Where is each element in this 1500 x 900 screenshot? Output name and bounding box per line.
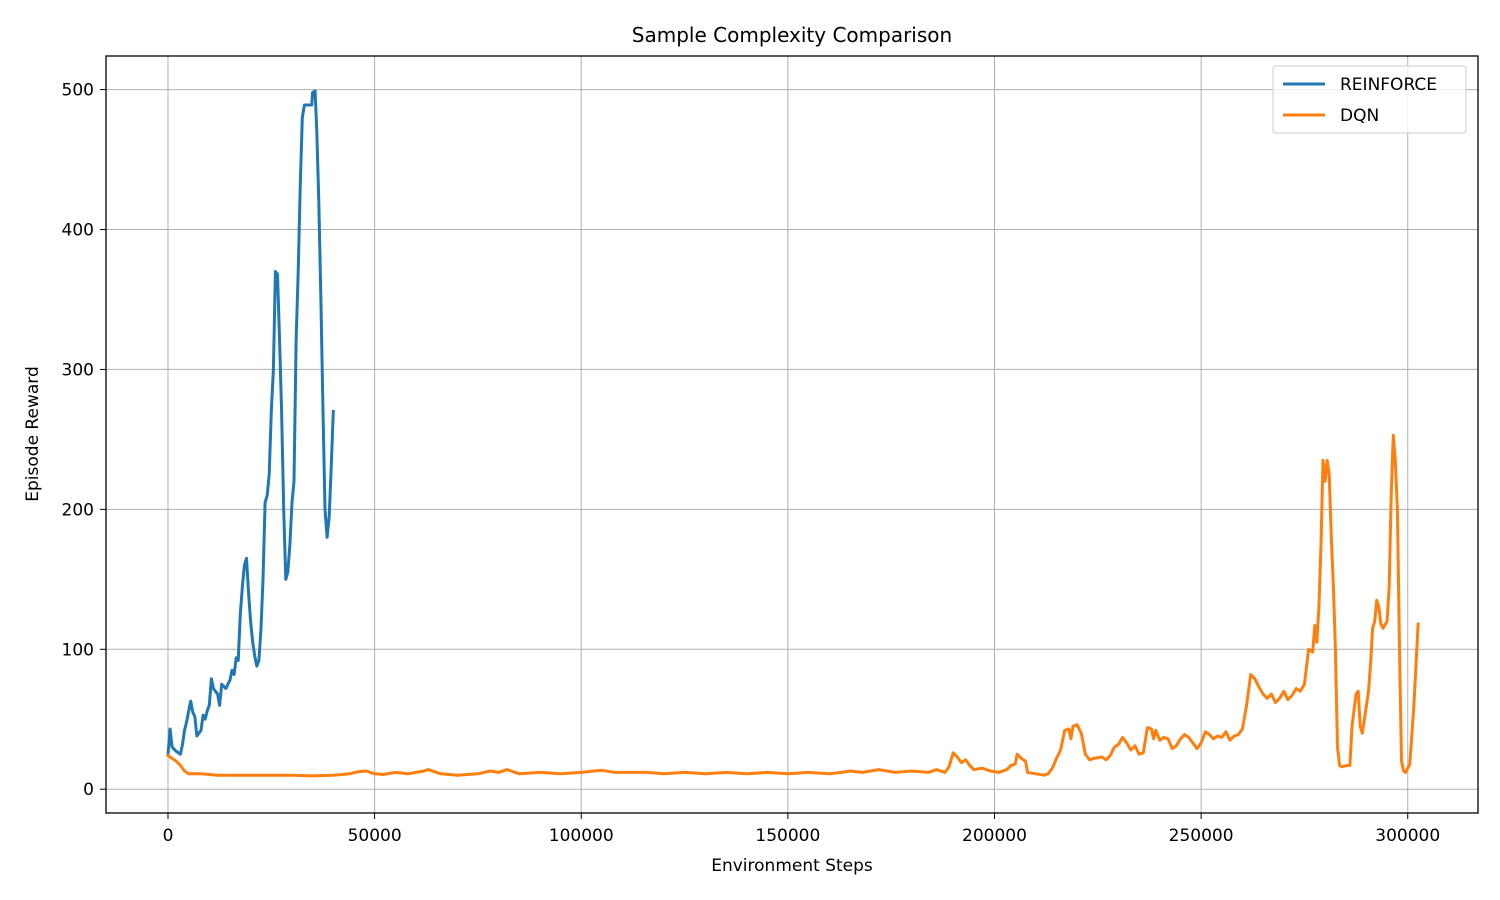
ticks: 0 50000 100000 150000 200000 250000 300000 0 100… xyxy=(62,81,1441,846)
legend: REINFORCE DQN xyxy=(1272,65,1467,134)
y-tick-label: 200 xyxy=(62,500,94,520)
x-tick-label: 0 xyxy=(163,826,174,846)
legend-label-reinforce: REINFORCE xyxy=(1340,75,1437,95)
x-tick-label: 250000 xyxy=(1169,826,1234,846)
series-layer xyxy=(165,89,1420,778)
x-axis-label: Environment Steps xyxy=(711,856,873,876)
series-line-dqn xyxy=(165,433,1420,778)
plot-frame xyxy=(105,55,1479,814)
x-tick-label: 50000 xyxy=(348,826,402,846)
legend-label-dqn: DQN xyxy=(1340,106,1379,126)
x-tick-label: 150000 xyxy=(755,826,820,846)
y-tick-label: 0 xyxy=(83,780,94,800)
y-tick-label: 500 xyxy=(62,81,94,101)
y-tick-label: 400 xyxy=(62,221,94,241)
grid xyxy=(106,56,1478,813)
x-tick-label: 100000 xyxy=(549,826,614,846)
chart-title: Sample Complexity Comparison xyxy=(632,23,952,47)
x-tick-label: 300000 xyxy=(1375,826,1440,846)
y-tick-label: 100 xyxy=(62,640,94,660)
y-tick-label: 300 xyxy=(62,360,94,380)
series-line-reinforce xyxy=(166,89,335,756)
y-axis-label: Episode Reward xyxy=(23,366,43,501)
x-tick-label: 200000 xyxy=(962,826,1027,846)
